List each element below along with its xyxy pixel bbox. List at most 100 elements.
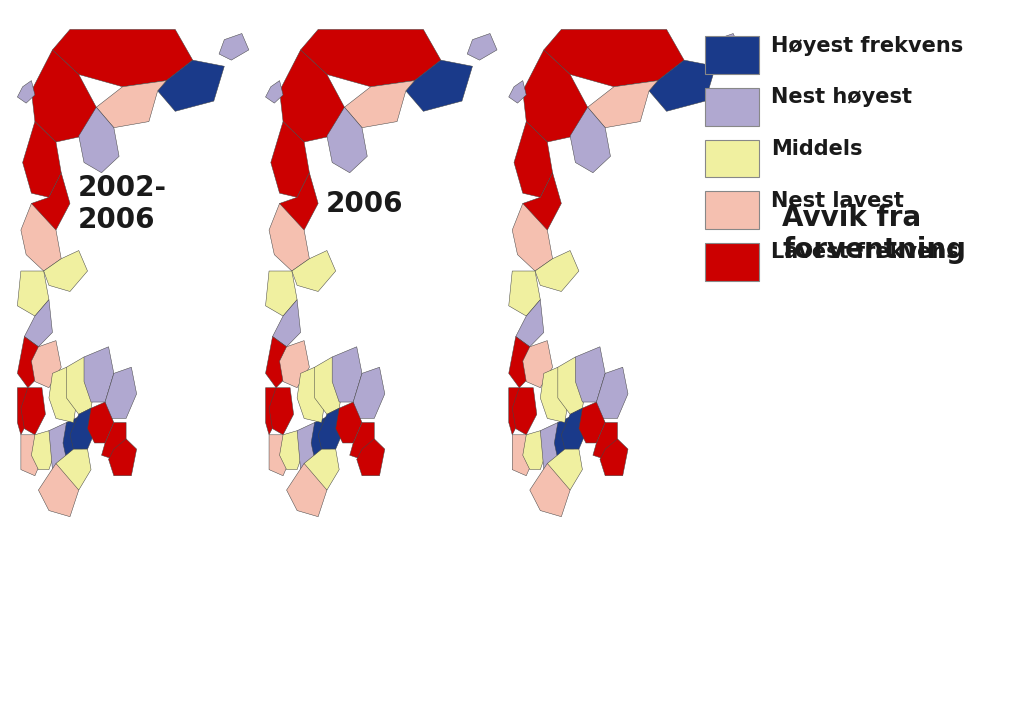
Polygon shape — [327, 107, 367, 173]
Polygon shape — [79, 107, 119, 173]
Text: Lavest frekvens: Lavest frekvens — [772, 242, 959, 262]
Polygon shape — [49, 367, 79, 423]
Polygon shape — [406, 60, 473, 111]
Polygon shape — [350, 423, 374, 459]
Polygon shape — [63, 414, 87, 459]
Polygon shape — [297, 423, 321, 470]
Polygon shape — [540, 423, 565, 470]
Polygon shape — [509, 271, 540, 316]
Polygon shape — [336, 402, 362, 443]
Polygon shape — [269, 203, 309, 271]
Polygon shape — [711, 34, 740, 60]
Polygon shape — [70, 408, 96, 449]
Polygon shape — [540, 367, 570, 423]
Polygon shape — [101, 423, 126, 459]
FancyBboxPatch shape — [705, 191, 759, 229]
Polygon shape — [219, 34, 248, 60]
Polygon shape — [266, 81, 283, 103]
FancyBboxPatch shape — [705, 36, 759, 74]
Polygon shape — [575, 347, 605, 402]
Polygon shape — [17, 271, 49, 316]
Polygon shape — [600, 439, 628, 476]
Polygon shape — [21, 388, 46, 435]
Polygon shape — [269, 435, 292, 476]
Text: Nest høyest: Nest høyest — [772, 88, 913, 108]
Polygon shape — [345, 81, 415, 128]
Polygon shape — [333, 347, 362, 402]
Polygon shape — [49, 423, 73, 470]
Polygon shape — [39, 463, 79, 517]
Polygon shape — [514, 121, 553, 198]
Polygon shape — [523, 341, 553, 388]
FancyBboxPatch shape — [705, 140, 759, 178]
Polygon shape — [292, 250, 336, 292]
Polygon shape — [280, 50, 345, 142]
Polygon shape — [558, 357, 588, 414]
Polygon shape — [269, 388, 294, 435]
Polygon shape — [548, 449, 582, 490]
Polygon shape — [467, 34, 497, 60]
Text: Høyest frekvens: Høyest frekvens — [772, 36, 963, 56]
Polygon shape — [516, 299, 544, 347]
FancyBboxPatch shape — [705, 243, 759, 280]
Polygon shape — [21, 435, 44, 476]
Polygon shape — [17, 337, 42, 388]
Polygon shape — [535, 250, 579, 292]
Polygon shape — [579, 402, 605, 443]
Polygon shape — [512, 203, 553, 271]
Polygon shape — [273, 299, 300, 347]
Text: Avvik fra
forventning: Avvik fra forventning — [782, 204, 966, 264]
Text: Middels: Middels — [772, 139, 863, 159]
Polygon shape — [314, 357, 345, 414]
Polygon shape — [266, 337, 290, 388]
Polygon shape — [544, 29, 684, 87]
Polygon shape — [67, 357, 96, 414]
Polygon shape — [280, 341, 309, 388]
Polygon shape — [523, 173, 562, 230]
Polygon shape — [300, 29, 441, 87]
Polygon shape — [280, 431, 304, 470]
Polygon shape — [353, 367, 384, 419]
Polygon shape — [509, 337, 533, 388]
Polygon shape — [84, 347, 114, 402]
Polygon shape — [509, 388, 523, 435]
Polygon shape — [596, 367, 628, 419]
Polygon shape — [529, 463, 570, 517]
Polygon shape — [44, 250, 87, 292]
Text: 2002-
2006: 2002- 2006 — [77, 174, 166, 235]
Polygon shape — [17, 81, 34, 103]
Polygon shape — [21, 203, 61, 271]
Polygon shape — [562, 408, 588, 449]
Polygon shape — [31, 173, 70, 230]
Polygon shape — [523, 50, 588, 142]
Text: Nest lavest: Nest lavest — [772, 190, 904, 210]
Polygon shape — [96, 81, 166, 128]
Polygon shape — [87, 402, 114, 443]
Polygon shape — [318, 408, 345, 449]
Polygon shape — [512, 388, 536, 435]
Polygon shape — [53, 29, 193, 87]
Polygon shape — [266, 271, 297, 316]
Polygon shape — [31, 431, 56, 470]
Polygon shape — [555, 414, 579, 459]
Polygon shape — [108, 439, 137, 476]
Polygon shape — [509, 81, 526, 103]
Polygon shape — [357, 439, 384, 476]
Polygon shape — [266, 388, 280, 435]
Polygon shape — [570, 107, 610, 173]
Polygon shape — [593, 423, 618, 459]
Polygon shape — [588, 81, 658, 128]
Polygon shape — [105, 367, 137, 419]
Text: 2006: 2006 — [325, 190, 404, 218]
Polygon shape — [287, 463, 327, 517]
Polygon shape — [56, 449, 91, 490]
Polygon shape — [523, 431, 548, 470]
Polygon shape — [31, 50, 96, 142]
Polygon shape — [17, 388, 31, 435]
Polygon shape — [22, 121, 61, 198]
Polygon shape — [649, 60, 716, 111]
Polygon shape — [280, 173, 318, 230]
Polygon shape — [24, 299, 53, 347]
Polygon shape — [512, 435, 535, 476]
Polygon shape — [271, 121, 309, 198]
